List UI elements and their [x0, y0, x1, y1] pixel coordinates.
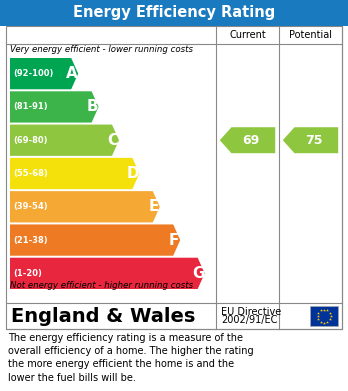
- Polygon shape: [220, 127, 275, 153]
- Text: C: C: [108, 133, 119, 148]
- Text: E: E: [149, 199, 159, 214]
- Polygon shape: [10, 125, 119, 156]
- Text: Energy Efficiency Rating: Energy Efficiency Rating: [73, 5, 275, 20]
- Text: EU Directive: EU Directive: [221, 307, 281, 317]
- Text: (39-54): (39-54): [13, 202, 48, 211]
- Text: Potential: Potential: [289, 30, 332, 40]
- Text: The energy efficiency rating is a measure of the
overall efficiency of a home. T: The energy efficiency rating is a measur…: [8, 333, 254, 383]
- Text: (55-68): (55-68): [13, 169, 48, 178]
- Text: (1-20): (1-20): [13, 269, 42, 278]
- Text: (21-38): (21-38): [13, 235, 48, 245]
- Text: Current: Current: [229, 30, 266, 40]
- Text: (69-80): (69-80): [13, 136, 47, 145]
- Text: (81-91): (81-91): [13, 102, 48, 111]
- Text: B: B: [87, 99, 98, 115]
- Bar: [6, 26, 342, 329]
- Text: (92-100): (92-100): [13, 69, 53, 78]
- Text: F: F: [169, 233, 179, 248]
- Polygon shape: [10, 191, 160, 222]
- Polygon shape: [10, 58, 78, 89]
- Text: G: G: [192, 266, 205, 281]
- Polygon shape: [10, 258, 205, 289]
- Polygon shape: [283, 127, 338, 153]
- Text: A: A: [66, 66, 78, 81]
- Text: Very energy efficient - lower running costs: Very energy efficient - lower running co…: [10, 45, 193, 54]
- Polygon shape: [10, 224, 180, 256]
- Text: 75: 75: [305, 134, 323, 147]
- Polygon shape: [10, 91, 98, 122]
- Text: Not energy efficient - higher running costs: Not energy efficient - higher running co…: [10, 281, 193, 290]
- Text: 69: 69: [242, 134, 260, 147]
- Polygon shape: [10, 158, 140, 189]
- Text: England & Wales: England & Wales: [11, 307, 195, 325]
- Bar: [310, 306, 338, 326]
- Text: 2002/91/EC: 2002/91/EC: [221, 315, 277, 325]
- Text: D: D: [127, 166, 140, 181]
- Bar: [0, 0, 348, 26]
